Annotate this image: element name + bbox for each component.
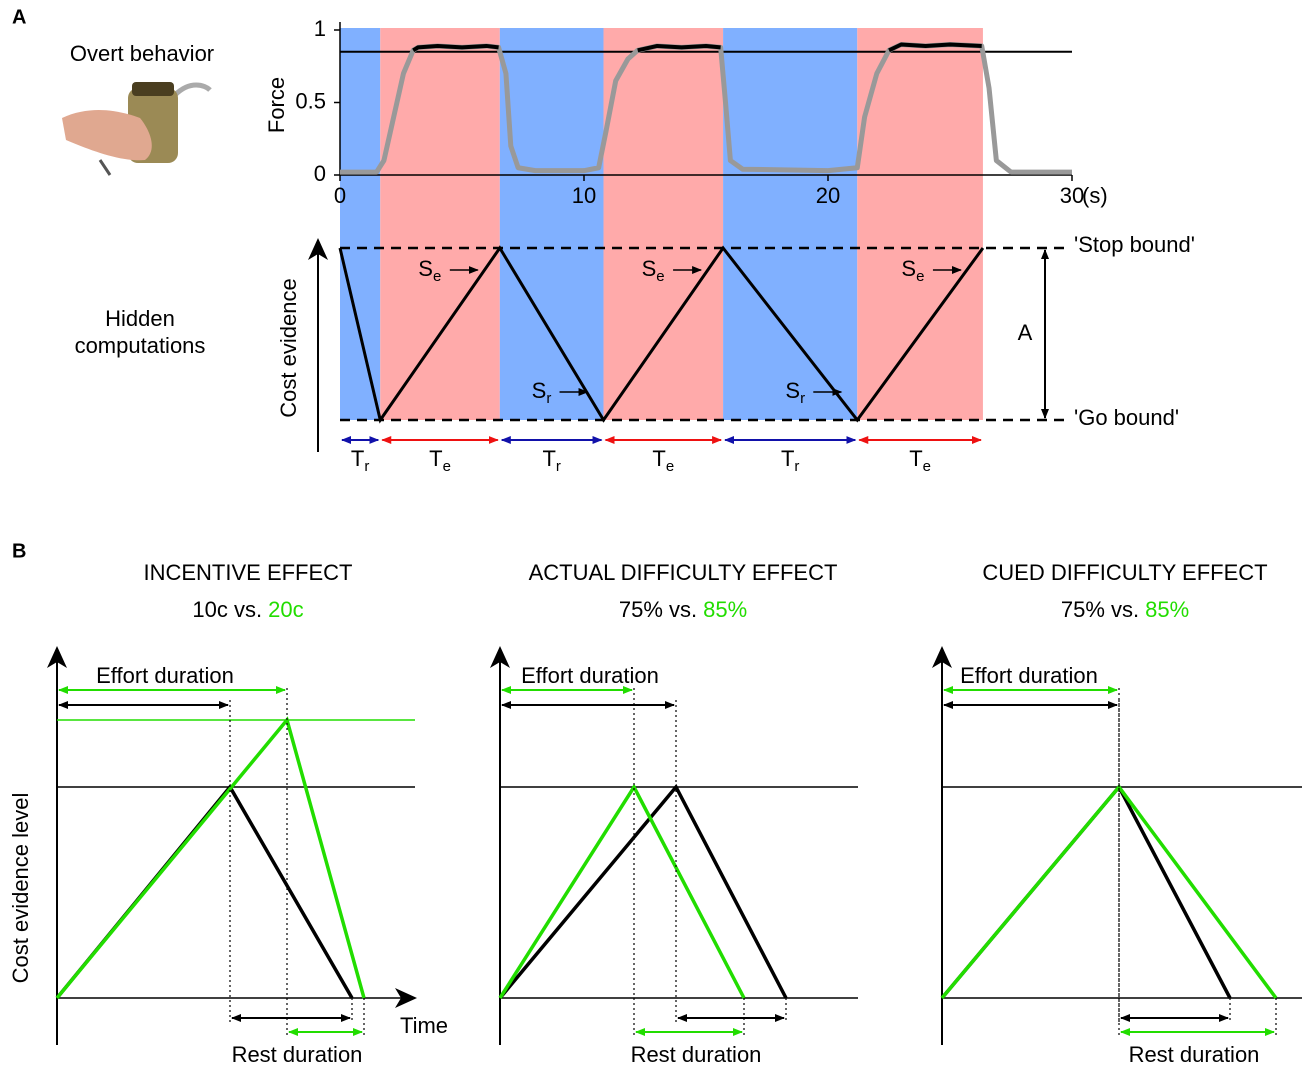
cost-axis-label: Cost evidence bbox=[276, 278, 301, 417]
slope-label-sub: e bbox=[916, 268, 924, 285]
rest-label: Rest duration bbox=[1129, 1042, 1260, 1067]
hidden-caption: computations bbox=[75, 333, 206, 358]
effort-label: Effort duration bbox=[960, 663, 1098, 688]
panel-label: B bbox=[12, 540, 26, 562]
duration-label-sub: e bbox=[666, 458, 674, 475]
slope-label-main: S bbox=[642, 256, 657, 281]
phase-band bbox=[604, 28, 724, 420]
amplitude-label: A bbox=[1018, 320, 1033, 345]
duration-label: Te bbox=[429, 446, 451, 475]
phase-band bbox=[857, 28, 983, 420]
duration-label-sub: e bbox=[443, 458, 451, 475]
phase-band bbox=[500, 28, 604, 420]
plot-subtitle: 10c vs.20c bbox=[192, 597, 303, 622]
duration-label-main: T bbox=[429, 446, 442, 471]
slope-label-sub: e bbox=[433, 268, 441, 285]
slope-label-sub: r bbox=[546, 390, 551, 407]
subtitle-base: 10c vs. bbox=[192, 597, 262, 622]
plot-subtitle: 75% vs.85% bbox=[1061, 597, 1189, 622]
effort-label: Effort duration bbox=[96, 663, 234, 688]
x-unit: (s) bbox=[1082, 183, 1108, 208]
slope-label-sub: e bbox=[656, 268, 664, 285]
duration-label: Tr bbox=[781, 446, 799, 475]
duration-label-sub: r bbox=[794, 458, 799, 475]
duration-label: Te bbox=[909, 446, 931, 475]
y-tick-label: 0 bbox=[314, 161, 326, 186]
x-tick-label: 0 bbox=[334, 183, 346, 208]
panel-label: A bbox=[12, 6, 26, 28]
photo-caption: Overt behavior bbox=[70, 41, 214, 66]
slope-label-main: S bbox=[901, 256, 916, 281]
subtitle-base: 75% vs. bbox=[619, 597, 697, 622]
plot-title: ACTUAL DIFFICULTY EFFECT bbox=[529, 560, 838, 585]
duration-label: Tr bbox=[542, 446, 560, 475]
go-bound-label: 'Go bound' bbox=[1074, 405, 1179, 430]
plot-title: INCENTIVE EFFECT bbox=[143, 560, 352, 585]
plot-subtitle: 75% vs.85% bbox=[619, 597, 747, 622]
subtitle-highlight: 20c bbox=[268, 597, 303, 622]
duration-label-sub: r bbox=[364, 458, 369, 475]
slope-label-sub: r bbox=[800, 390, 805, 407]
green-trajectory bbox=[57, 720, 364, 998]
duration-label-main: T bbox=[652, 446, 665, 471]
figure: A Overt behavior Hidden computations B 0… bbox=[0, 0, 1302, 1067]
black-trajectory bbox=[942, 787, 1230, 998]
black-trajectory bbox=[500, 787, 786, 998]
y-axis-label: Cost evidence level bbox=[8, 793, 33, 984]
duration-label-sub: r bbox=[556, 458, 561, 475]
y-tick-label: 0.5 bbox=[295, 88, 326, 113]
plot-title: CUED DIFFICULTY EFFECT bbox=[982, 560, 1267, 585]
x-tick-label: 30 bbox=[1060, 183, 1084, 208]
slope-label-main: S bbox=[785, 378, 800, 403]
effort-label: Effort duration bbox=[521, 663, 659, 688]
x-tick-label: 10 bbox=[572, 183, 596, 208]
subtitle-base: 75% vs. bbox=[1061, 597, 1139, 622]
hand-photo bbox=[62, 82, 210, 175]
subtitle-highlight: 85% bbox=[1145, 597, 1189, 622]
slope-label-main: S bbox=[418, 256, 433, 281]
green-trajectory bbox=[942, 787, 1276, 998]
x-axis-label: Time bbox=[400, 1013, 448, 1038]
duration-label-main: T bbox=[781, 446, 794, 471]
green-trajectory bbox=[500, 787, 744, 998]
duration-label: Tr bbox=[351, 446, 369, 475]
slope-label-main: S bbox=[532, 378, 547, 403]
duration-label-main: T bbox=[351, 446, 364, 471]
stop-bound-label: 'Stop bound' bbox=[1074, 232, 1195, 257]
duration-label-main: T bbox=[909, 446, 922, 471]
duration-label: Te bbox=[652, 446, 674, 475]
phase-band bbox=[340, 28, 380, 420]
subtitle-highlight: 85% bbox=[703, 597, 747, 622]
hidden-caption: Hidden bbox=[105, 306, 175, 331]
duration-label-main: T bbox=[542, 446, 555, 471]
rest-label: Rest duration bbox=[631, 1042, 762, 1067]
duration-label-sub: e bbox=[923, 458, 931, 475]
rest-label: Rest duration bbox=[232, 1042, 363, 1067]
x-tick-label: 20 bbox=[816, 183, 840, 208]
y-axis-label: Force bbox=[264, 77, 289, 133]
y-tick-label: 1 bbox=[314, 16, 326, 41]
phase-band bbox=[723, 28, 857, 420]
